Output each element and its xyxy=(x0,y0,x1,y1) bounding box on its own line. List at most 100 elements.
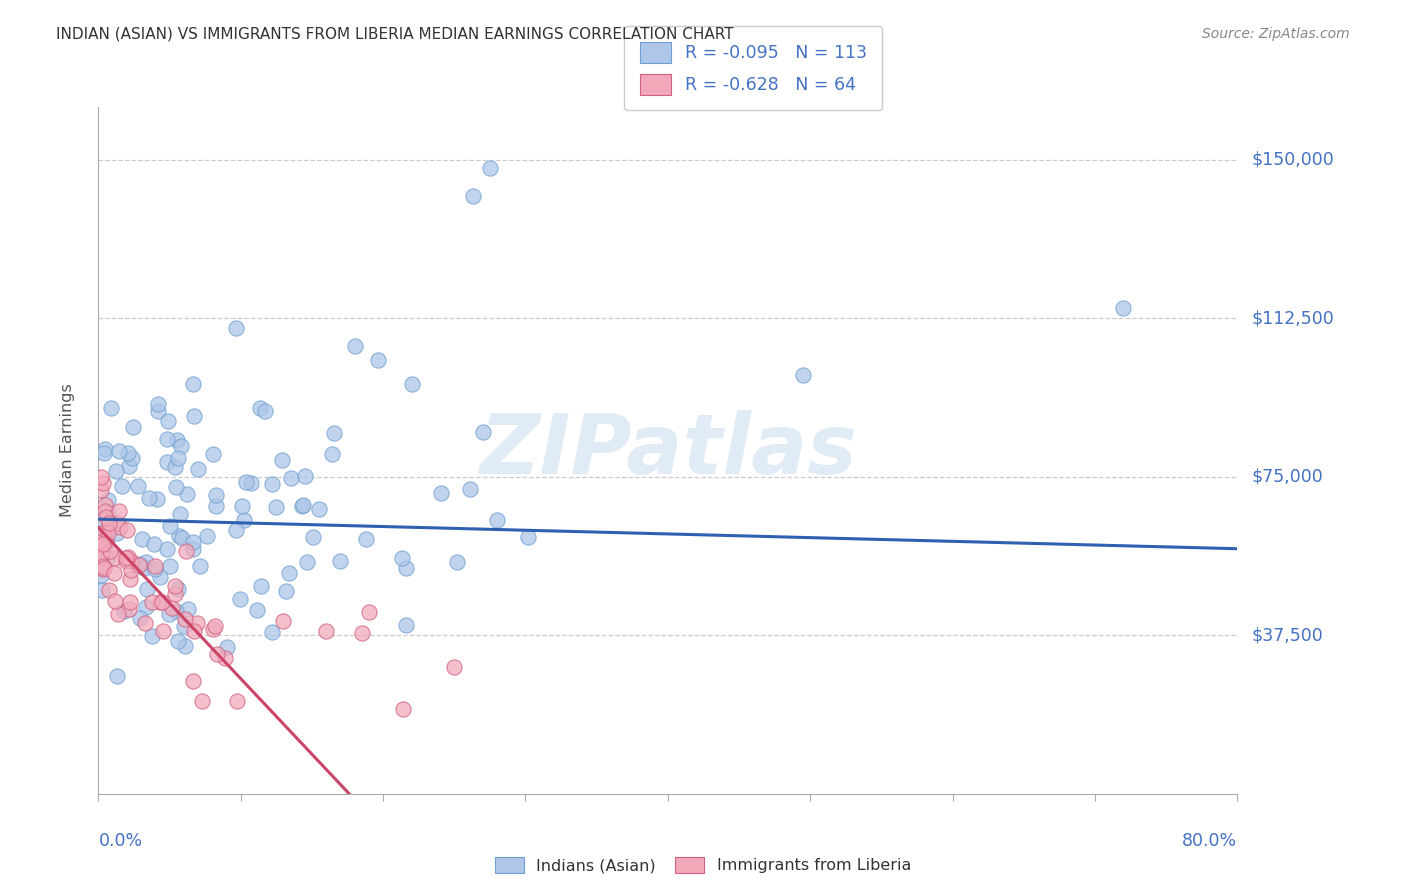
Point xyxy=(90,512,112,526)
Point xyxy=(98,544,121,558)
Point xyxy=(167,529,190,543)
Point xyxy=(152,624,174,639)
Point xyxy=(94,534,117,549)
Point xyxy=(90,549,112,563)
Point xyxy=(173,639,195,653)
Point xyxy=(157,607,180,621)
Point xyxy=(343,339,366,353)
Point xyxy=(115,523,138,537)
Point xyxy=(165,604,187,618)
Point xyxy=(120,554,142,568)
Point xyxy=(156,542,179,557)
Point xyxy=(516,530,538,544)
Text: INDIAN (ASIAN) VS IMMIGRANTS FROM LIBERIA MEDIAN EARNINGS CORRELATION CHART: INDIAN (ASIAN) VS IMMIGRANTS FROM LIBERI… xyxy=(56,27,734,42)
Point xyxy=(225,523,247,537)
Legend: Indians (Asian), Immigrants from Liberia: Indians (Asian), Immigrants from Liberia xyxy=(488,850,918,880)
Text: 0.0%: 0.0% xyxy=(98,831,142,850)
Point xyxy=(443,660,465,674)
Point xyxy=(446,555,468,569)
Point xyxy=(229,592,252,607)
Point xyxy=(486,513,509,527)
Point xyxy=(165,480,187,494)
Point xyxy=(291,498,314,512)
Point xyxy=(91,526,114,541)
Point xyxy=(170,531,193,545)
Text: $75,000: $75,000 xyxy=(1251,468,1323,486)
Point xyxy=(131,533,153,547)
Point xyxy=(264,500,287,514)
Point xyxy=(329,553,352,567)
Point xyxy=(170,439,193,453)
Point xyxy=(94,510,117,524)
Point xyxy=(97,492,120,507)
Point xyxy=(91,559,114,574)
Point xyxy=(350,626,373,640)
Point xyxy=(233,513,256,527)
Point xyxy=(104,594,127,608)
Point xyxy=(90,582,112,597)
Point xyxy=(149,569,172,583)
Point xyxy=(270,453,292,467)
Point xyxy=(163,459,186,474)
Point xyxy=(176,487,198,501)
Point xyxy=(103,551,125,566)
Point xyxy=(94,442,117,456)
Point xyxy=(181,541,204,556)
Point xyxy=(141,629,163,643)
Point xyxy=(291,499,314,513)
Point xyxy=(217,640,239,654)
Point xyxy=(240,476,263,491)
Point xyxy=(156,432,179,446)
Point xyxy=(91,537,114,551)
Point xyxy=(166,634,188,648)
Point xyxy=(105,668,128,682)
Point xyxy=(90,535,112,549)
Point xyxy=(100,401,122,416)
Point xyxy=(395,618,418,632)
Point xyxy=(323,425,346,440)
Point xyxy=(105,525,128,540)
Point xyxy=(260,625,283,640)
Point xyxy=(149,595,172,609)
Point xyxy=(354,533,377,547)
Point xyxy=(156,455,179,469)
Point xyxy=(157,414,180,428)
Point xyxy=(173,619,195,633)
Point xyxy=(134,561,156,575)
Point xyxy=(105,464,128,478)
Point xyxy=(181,534,204,549)
Point xyxy=(478,161,501,176)
Point xyxy=(138,491,160,505)
Point xyxy=(90,470,112,484)
Point xyxy=(274,584,297,599)
Point xyxy=(121,420,143,434)
Point xyxy=(143,559,166,574)
Point xyxy=(114,554,136,568)
Point xyxy=(135,600,157,615)
Point xyxy=(135,582,157,597)
Point xyxy=(90,547,112,561)
Point xyxy=(121,450,143,465)
Legend: R = -0.095   N = 113, R = -0.628   N = 64: R = -0.095 N = 113, R = -0.628 N = 64 xyxy=(624,27,883,111)
Point xyxy=(395,561,418,575)
Point xyxy=(166,433,188,447)
Text: ZIPatlas: ZIPatlas xyxy=(479,410,856,491)
Point xyxy=(188,558,211,573)
Point xyxy=(201,622,224,636)
Point xyxy=(308,502,330,516)
Text: $112,500: $112,500 xyxy=(1251,310,1334,327)
Point xyxy=(146,403,169,417)
Point xyxy=(90,567,112,582)
Point xyxy=(159,559,181,574)
Point xyxy=(458,482,481,496)
Point xyxy=(112,603,135,617)
Point xyxy=(430,486,453,500)
Point xyxy=(103,566,125,581)
Point xyxy=(108,520,131,534)
Point xyxy=(226,694,249,708)
Point xyxy=(295,555,318,569)
Point xyxy=(120,595,142,609)
Point xyxy=(97,525,120,540)
Point xyxy=(195,529,218,543)
Point xyxy=(176,602,198,616)
